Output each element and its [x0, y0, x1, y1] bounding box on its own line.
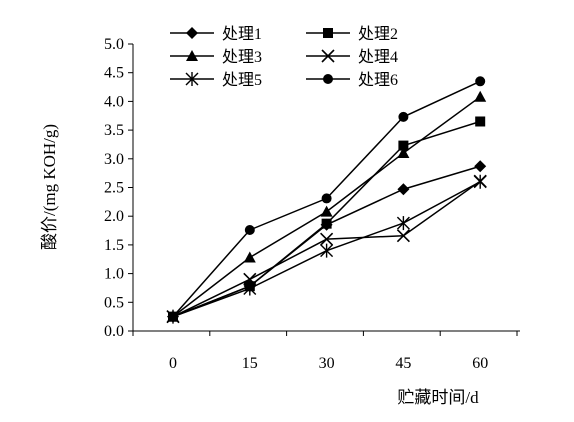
x-marker-stroke	[396, 229, 410, 243]
circle-marker-shape	[398, 111, 409, 122]
star-marker	[243, 281, 257, 296]
x-marker	[320, 232, 334, 246]
x-tick-label: 45	[395, 355, 411, 372]
legend-label: 处理6	[358, 71, 398, 89]
y-tick-label: 3.0	[104, 151, 124, 168]
star-marker	[396, 216, 410, 231]
legend-item-4: 处理4	[306, 48, 398, 66]
x-axis-title: 贮藏时间/d	[397, 388, 479, 407]
triangle-marker-shape	[320, 205, 333, 217]
y-tick-label: 2.5	[104, 180, 124, 197]
y-tick-label: 4.0	[104, 93, 124, 110]
legend-triangle-marker	[186, 50, 198, 61]
square-marker	[475, 116, 486, 127]
series-6	[168, 76, 486, 322]
circle-marker-shape	[244, 224, 255, 235]
legend-x-marker	[321, 49, 335, 63]
circle-marker	[321, 193, 332, 204]
star-marker	[473, 174, 487, 189]
square-marker-shape	[323, 28, 333, 38]
x-tick-label: 0	[169, 355, 177, 372]
x-marker-stroke	[320, 232, 334, 246]
legend-label: 处理2	[358, 25, 398, 43]
x-marker-stroke	[321, 49, 335, 63]
legend-label: 处理3	[222, 48, 262, 66]
triangle-marker-shape	[397, 147, 410, 159]
x-marker-stroke	[243, 272, 257, 286]
square-marker	[321, 218, 332, 229]
circle-marker	[398, 111, 409, 122]
legend-star-marker	[185, 72, 199, 86]
y-tick-label: 0.5	[104, 294, 124, 311]
circle-marker-shape	[475, 76, 486, 87]
legend-diamond-marker	[186, 27, 198, 39]
y-tick-label: 4.5	[104, 65, 124, 82]
triangle-marker-shape	[474, 90, 487, 102]
diamond-marker-shape	[397, 183, 410, 196]
legend-label: 处理1	[222, 25, 262, 43]
square-marker	[398, 140, 409, 151]
legend-item-3: 处理3	[170, 48, 262, 66]
diamond-marker-shape	[186, 27, 198, 39]
circle-marker-shape	[323, 74, 333, 84]
series-2	[168, 116, 486, 322]
triangle-marker-shape	[243, 251, 256, 263]
legend-square-marker	[323, 28, 333, 38]
y-tick-label: 0.0	[104, 323, 124, 340]
legend-item-5: 处理5	[170, 71, 262, 89]
diamond-marker	[474, 160, 487, 173]
triangle-marker-shape	[186, 50, 198, 61]
y-tick-label: 5.0	[104, 36, 124, 53]
square-marker-shape	[475, 116, 486, 127]
x-tick-label: 15	[242, 355, 258, 372]
square-marker-shape	[321, 218, 332, 229]
axes: 0.0 0.5 1.0 1.5 2.0 2.5 3.0 3.5 4.0 4.5 5.0 0 15 30 45…	[104, 36, 520, 372]
y-tick-label: 1.5	[104, 237, 124, 254]
legend-circle-marker	[323, 74, 333, 84]
x-marker	[396, 229, 410, 243]
x-tick-label: 60	[472, 355, 488, 372]
diamond-marker-shape	[474, 160, 487, 173]
legend-label: 处理4	[358, 48, 398, 66]
x-marker	[243, 272, 257, 286]
diamond-marker	[397, 183, 410, 196]
circle-marker	[168, 311, 178, 322]
y-tick-label: 1.0	[104, 266, 124, 283]
triangle-marker	[474, 90, 487, 102]
x-tick-label: 30	[319, 355, 335, 372]
y-tick-label: 3.5	[104, 122, 124, 139]
circle-marker	[475, 76, 486, 87]
legend: 处理1 处理2 处理3 处理4 处理5 处理6	[170, 25, 398, 89]
legend-item-2: 处理2	[306, 25, 398, 43]
circle-marker-shape	[321, 193, 332, 204]
triangle-marker	[397, 147, 410, 159]
y-axis-title: 酸价/(mg KOH/g)	[40, 124, 59, 250]
circle-marker-shape	[168, 311, 178, 322]
series-1	[167, 160, 487, 323]
legend-item-1: 处理1	[170, 25, 262, 43]
circle-marker	[244, 224, 255, 235]
square-marker-shape	[398, 140, 409, 151]
y-tick-label: 2.0	[104, 208, 124, 225]
star-marker	[320, 243, 334, 258]
series-3	[167, 90, 487, 322]
legend-item-6: 处理6	[306, 71, 398, 89]
legend-label: 处理5	[222, 71, 262, 89]
triangle-marker	[243, 251, 256, 263]
triangle-marker	[320, 205, 333, 217]
series-group	[166, 76, 487, 324]
